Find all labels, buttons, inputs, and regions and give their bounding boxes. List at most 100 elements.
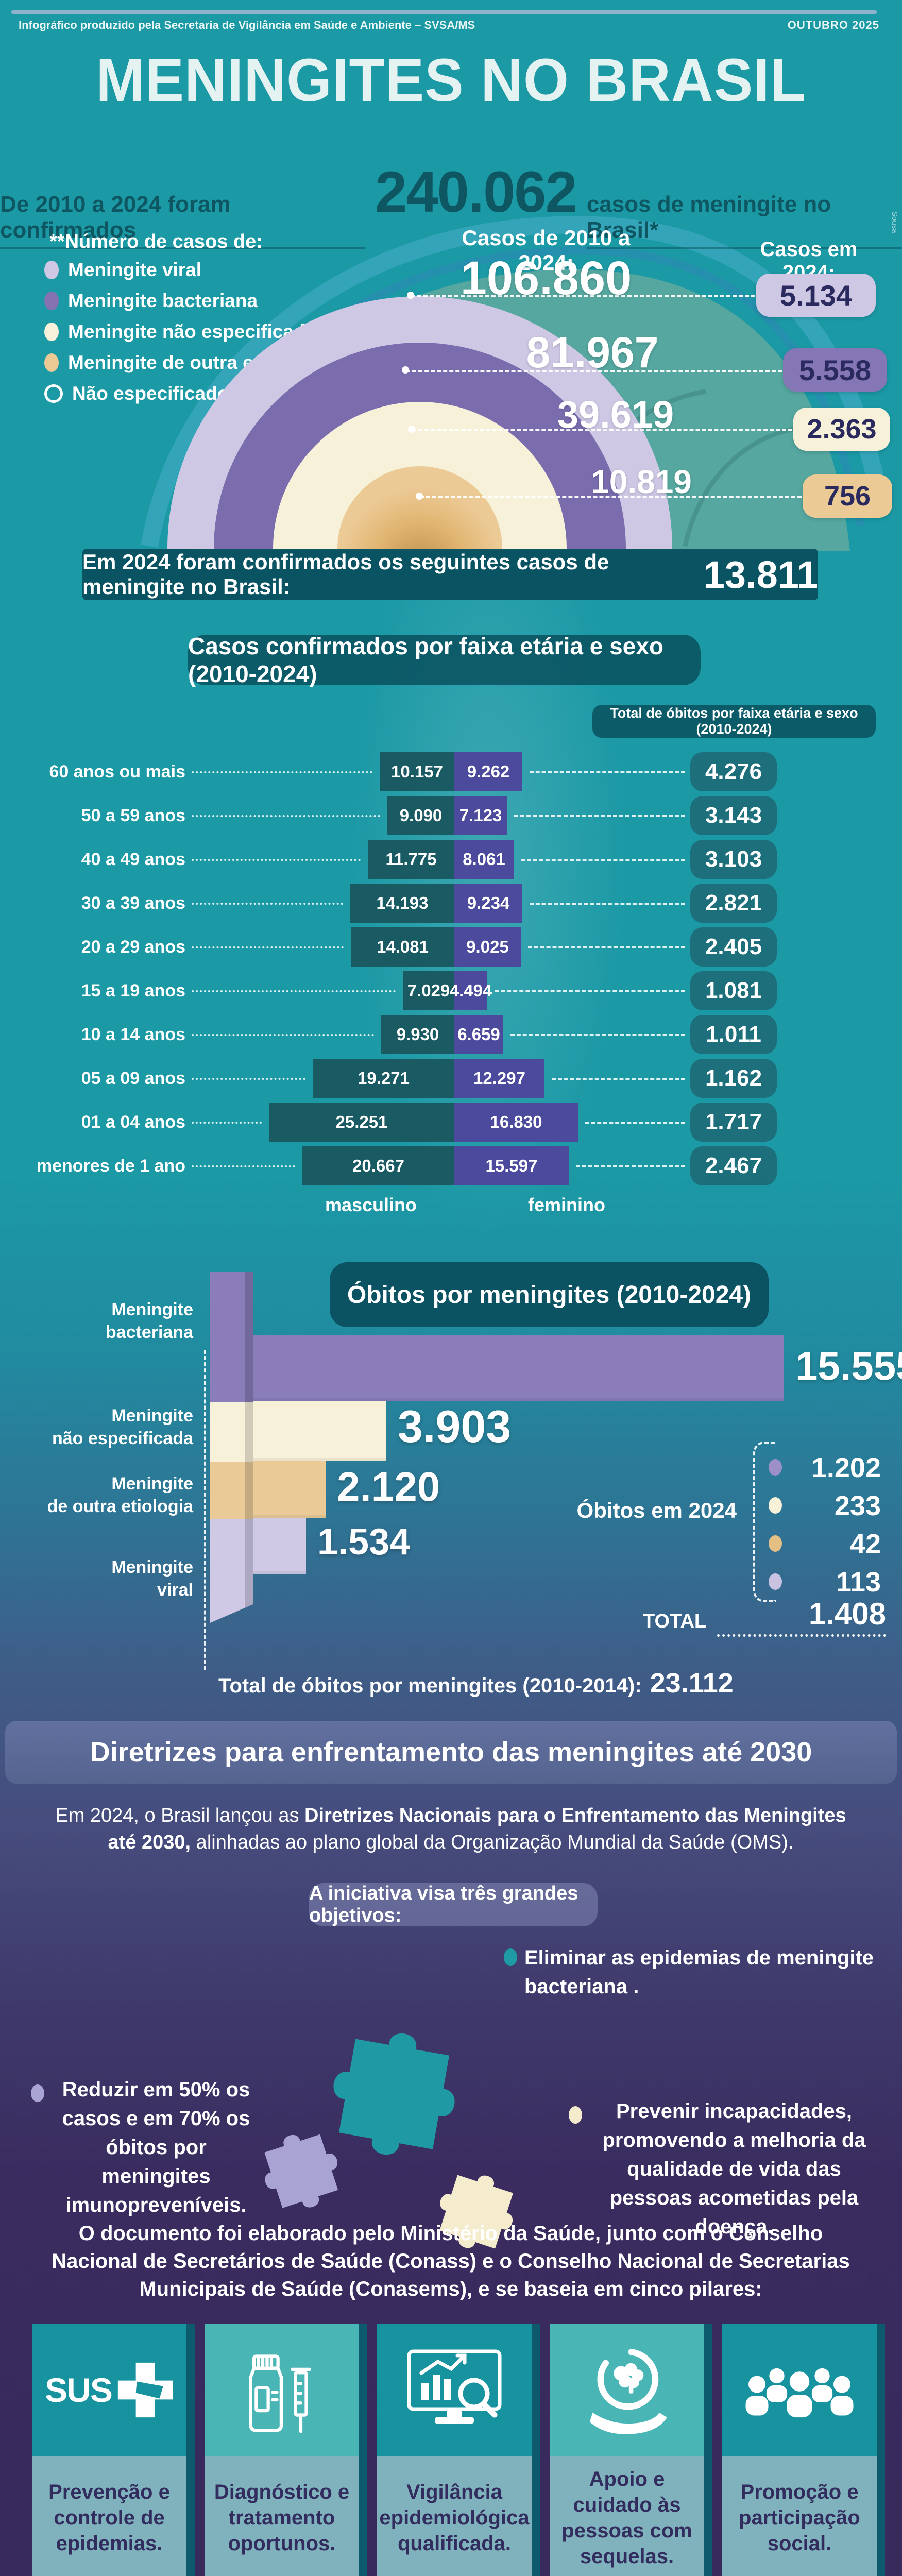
viral-2024-value: 5.134 bbox=[779, 279, 853, 312]
label-line: não especificada bbox=[52, 1429, 193, 1448]
note-label: Total de óbitos por meningites (2010-201… bbox=[218, 1674, 642, 1697]
age-deaths-column-title: Total de óbitos por faixa etária e sexo … bbox=[592, 705, 876, 738]
deaths-leader-line bbox=[510, 1034, 685, 1036]
male-axis-label: masculino bbox=[325, 1194, 417, 1215]
viral-2024-pill: 5.134 bbox=[756, 274, 876, 317]
total-2024-value: 1.408 bbox=[808, 1597, 886, 1631]
leader-line bbox=[192, 1078, 305, 1080]
male-bar: 20.667 bbox=[302, 1146, 454, 1185]
deaths-pill: 2.467 bbox=[690, 1146, 777, 1185]
pillar-text: Prevenção e controle de epidemias. bbox=[48, 2481, 170, 2555]
pillar-card-promocao: Promoção e participação social. bbox=[722, 2324, 877, 2576]
age-row-10-14: 10 a 14 anos 9.930 6.659 1.011 bbox=[0, 1015, 902, 1054]
leader-line bbox=[192, 903, 343, 905]
male-bar: 10.157 bbox=[380, 752, 454, 791]
male-bar: 9.930 bbox=[381, 1015, 454, 1054]
guidelines-paragraph: Em 2024, o Brasil lançou as Diretrizes N… bbox=[39, 1802, 863, 1856]
intro-suffix: casos de meningite no Brasil* bbox=[586, 192, 902, 249]
pillar-text: Diagnóstico e tratamento oportunos. bbox=[214, 2481, 350, 2555]
age-group-label: 05 a 09 anos bbox=[81, 1068, 185, 1088]
connector-line bbox=[411, 295, 755, 297]
deaths-2024-bacteriana: 1.202 bbox=[811, 1452, 881, 1483]
pillar-card-prevencao: SUS Prevenção e controle de epidemias. bbox=[32, 2324, 186, 2576]
deaths-value-viral: 1.534 bbox=[317, 1521, 411, 1563]
connector-dot bbox=[402, 366, 409, 374]
nao-especificada-period-value: 39.619 bbox=[557, 393, 674, 436]
deaths-cat-bacteriana: Meningite bacteriana bbox=[23, 1298, 193, 1344]
deaths-pill: 3.103 bbox=[690, 840, 777, 879]
deaths-value-outra-etiologia: 2.120 bbox=[337, 1464, 440, 1510]
age-row-15-19: 15 a 19 anos 7.029 4.494 1.081 bbox=[0, 971, 902, 1010]
leader-line bbox=[192, 771, 372, 773]
nao-especificados-swatch-icon bbox=[44, 384, 63, 403]
female-value: 4.494 bbox=[449, 981, 492, 1000]
connector-line bbox=[406, 370, 782, 372]
male-bar: 7.029 bbox=[403, 971, 454, 1010]
deaths-2024-legend-title: Óbitos em 2024 bbox=[576, 1498, 737, 1522]
legend-dot-bacteriana bbox=[769, 1459, 782, 1476]
male-value: 9.930 bbox=[396, 1025, 439, 1044]
nao-especificada-swatch-icon bbox=[44, 323, 59, 341]
pillars-intro: O documento foi elaborado pelo Ministéri… bbox=[52, 2222, 850, 2300]
pillar-text: Vigilância epidemiológica qualificada. bbox=[379, 2481, 530, 2555]
intro-total-number: 240.062 bbox=[375, 160, 577, 224]
age-group-label: 10 a 14 anos bbox=[81, 1024, 185, 1044]
female-value: 7.123 bbox=[459, 806, 502, 825]
leader-line bbox=[192, 859, 361, 861]
pillar-card-apoio: Apoio e cuidado às pessoas com sequelas. bbox=[550, 2324, 704, 2576]
sus-logo-icon: SUS bbox=[45, 2362, 174, 2418]
age-group-label: 15 a 19 anos bbox=[81, 980, 185, 1001]
objective-reduzir: Reduzir em 50% os casos e em 70% os óbit… bbox=[62, 2078, 250, 2216]
deaths-value: 1.717 bbox=[705, 1109, 762, 1134]
age-row-40-49: 40 a 49 anos 11.775 8.061 3.103 bbox=[0, 840, 902, 879]
age-group-label: 60 anos ou mais bbox=[49, 761, 185, 782]
deaths-leader-line bbox=[585, 1122, 685, 1124]
female-value: 6.659 bbox=[457, 1025, 500, 1044]
legend-dot-viral bbox=[769, 1573, 782, 1590]
deaths-pill: 2.405 bbox=[690, 927, 777, 967]
nao-especificada-2024-value: 2.363 bbox=[807, 414, 877, 445]
confirmed-2024-banner: Em 2024 foram confirmados os seguintes c… bbox=[82, 549, 818, 600]
deaths-2024-viral: 113 bbox=[836, 1567, 881, 1598]
outra-etiologia-swatch-icon bbox=[44, 353, 59, 372]
female-value: 12.297 bbox=[473, 1069, 525, 1088]
deaths-value: 1.011 bbox=[706, 1022, 761, 1047]
male-value: 20.667 bbox=[352, 1156, 404, 1175]
bacteriana-swatch-icon bbox=[44, 292, 59, 310]
age-row-60-mais: 60 anos ou mais 10.157 9.262 4.276 bbox=[0, 752, 902, 791]
age-group-label: 30 a 39 anos bbox=[81, 893, 185, 913]
female-value: 9.262 bbox=[467, 762, 510, 781]
male-bar: 11.775 bbox=[368, 840, 454, 879]
bacteriana-period-value: 81.967 bbox=[526, 328, 659, 377]
deaths-pill: 1.081 bbox=[690, 971, 777, 1010]
connector-line bbox=[412, 429, 792, 431]
objective-dot-cream-icon bbox=[569, 2106, 582, 2124]
deaths-value: 1.081 bbox=[705, 978, 762, 1003]
label-line: Meningite bbox=[111, 1300, 193, 1319]
age-row-20-29: 20 a 29 anos 14.081 9.025 2.405 bbox=[0, 927, 902, 967]
age-group-label: 40 a 49 anos bbox=[81, 849, 185, 869]
female-bar: 15.597 bbox=[454, 1146, 569, 1185]
deaths-leader-line bbox=[530, 771, 685, 773]
age-group-label: menores de 1 ano bbox=[36, 1156, 185, 1176]
rings-chart bbox=[167, 296, 672, 549]
leader-line bbox=[192, 1122, 262, 1124]
male-bar: 14.081 bbox=[351, 927, 454, 967]
legend-item-bacteriana: Meningite bacteriana bbox=[44, 290, 258, 312]
deaths-cat-viral: Meningite viral bbox=[23, 1556, 193, 1601]
produced-by-text: Infográfico produzido pela Secretaria de… bbox=[19, 19, 475, 31]
deaths-bar-outra-etiologia bbox=[253, 1461, 326, 1518]
age-chart-title: Casos confirmados por faixa etária e sex… bbox=[188, 633, 701, 687]
male-value: 14.081 bbox=[377, 937, 429, 956]
legend-item-viral: Meningite viral bbox=[44, 259, 201, 281]
puzzle-piece-teal-icon bbox=[323, 2023, 465, 2165]
deaths-leader-line bbox=[530, 903, 685, 905]
legend-item-label: Meningite não especificada bbox=[68, 321, 316, 342]
ribbon-nao-especificada bbox=[210, 1402, 253, 1462]
banner-text: Em 2024 foram confirmados os seguintes c… bbox=[82, 550, 609, 599]
legend-item-nao-especificada: Meningite não especificada bbox=[44, 320, 316, 343]
top-divider-line bbox=[11, 10, 877, 14]
head-brain-hand-icon bbox=[589, 2348, 667, 2434]
male-bar: 25.251 bbox=[269, 1103, 454, 1142]
